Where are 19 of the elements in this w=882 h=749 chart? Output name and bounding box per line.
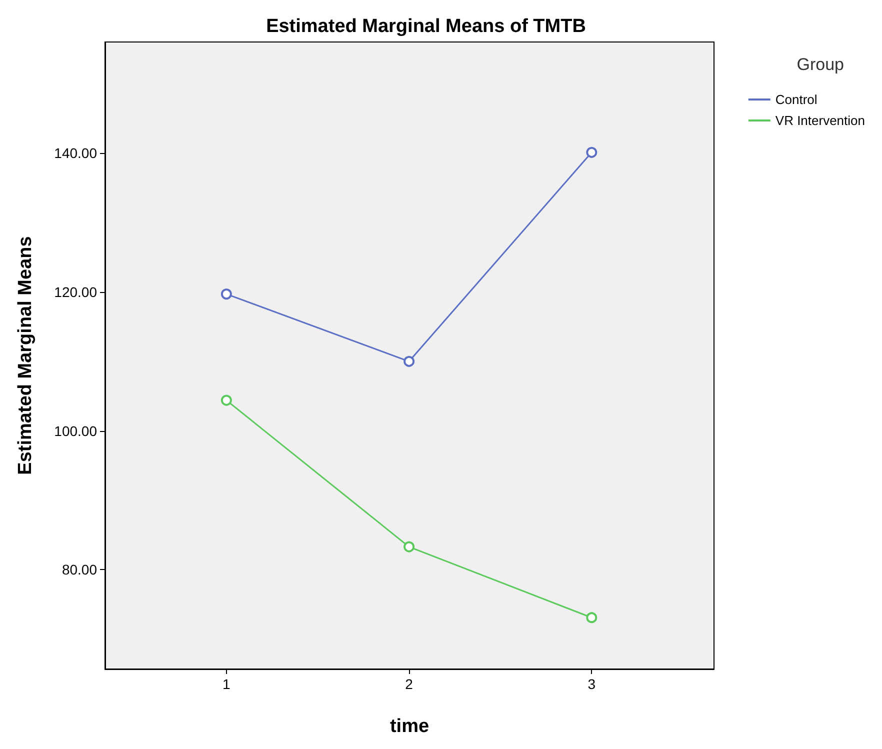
x-tick-label: 1 xyxy=(222,676,231,692)
y-tick-label: 100.00 xyxy=(54,422,98,439)
chart-title: Estimated Marginal Means of TMTB xyxy=(266,16,586,37)
legend-title: Group xyxy=(796,55,844,74)
legend-label: Control xyxy=(775,92,818,107)
point xyxy=(404,541,415,552)
x-tick-label: 2 xyxy=(405,676,414,692)
x-tick-label: 3 xyxy=(588,676,596,692)
point xyxy=(404,356,415,367)
y-tick-label: 120.00 xyxy=(54,284,98,300)
point xyxy=(586,146,598,158)
x-axis-title: time xyxy=(390,716,430,737)
point xyxy=(220,394,232,406)
point xyxy=(586,612,598,624)
y-tick-label: 140.00 xyxy=(54,145,98,162)
legend-label: VR Intervention xyxy=(775,113,866,128)
y-tick-label: 80.00 xyxy=(62,562,98,578)
point xyxy=(220,288,232,300)
y-axis-title: Estimated Marginal Means xyxy=(15,236,36,475)
